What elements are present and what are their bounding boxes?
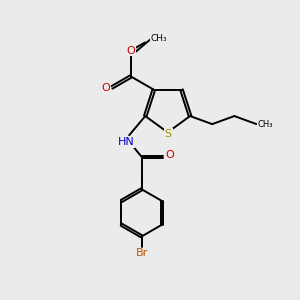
Text: O: O — [165, 150, 174, 161]
Text: S: S — [165, 129, 172, 139]
Text: Br: Br — [136, 248, 148, 259]
Text: HN: HN — [118, 137, 135, 147]
Text: O: O — [127, 46, 135, 56]
Text: CH₃: CH₃ — [151, 34, 167, 43]
Text: O: O — [101, 82, 110, 92]
Text: CH₃: CH₃ — [258, 120, 273, 129]
